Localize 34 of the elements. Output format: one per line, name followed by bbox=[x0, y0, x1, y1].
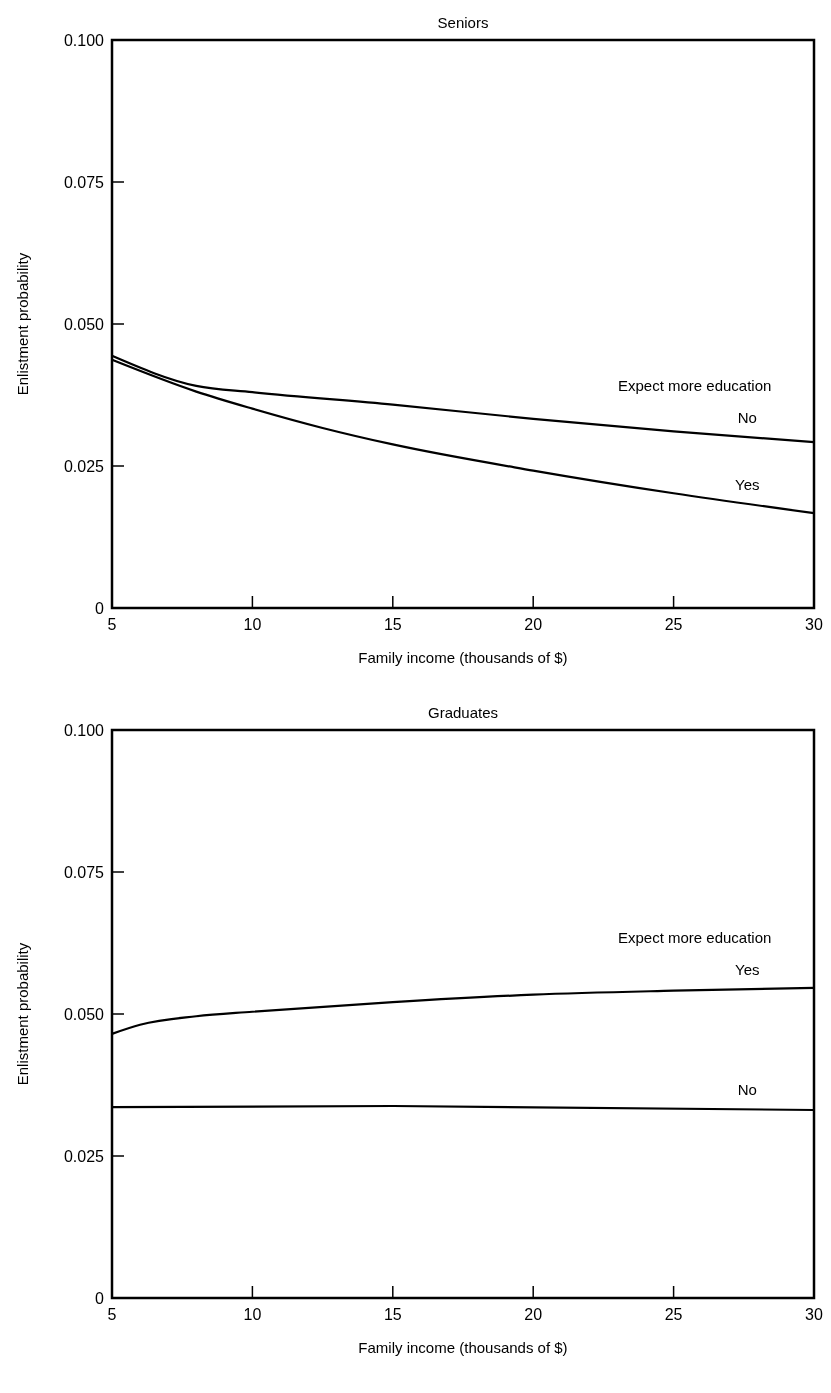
x-tick-label: 5 bbox=[107, 616, 117, 633]
y-tick-label: 0.100 bbox=[63, 721, 105, 739]
chart-title: Graduates bbox=[427, 704, 499, 721]
series-label: No bbox=[737, 409, 757, 427]
series-label: Yes bbox=[735, 961, 760, 979]
x-tick-label: 30 bbox=[805, 1306, 823, 1323]
x-tick-label: 10 bbox=[243, 1306, 262, 1323]
x-tick-label: 30 bbox=[805, 616, 823, 633]
y-tick-label: 0.025 bbox=[63, 1147, 105, 1165]
legend-title: Expect more education bbox=[617, 377, 772, 395]
y-axis-title: Enlistment probability bbox=[14, 942, 31, 1086]
y-tick-label: 0.100 bbox=[63, 31, 105, 49]
x-tick-label: 5 bbox=[107, 1306, 117, 1323]
y-tick-label: 0.075 bbox=[63, 863, 105, 881]
series-label: Yes bbox=[735, 475, 760, 493]
y-tick-label: 0.050 bbox=[63, 1005, 105, 1023]
x-tick-label: 25 bbox=[664, 1306, 683, 1323]
x-tick-label: 25 bbox=[664, 616, 683, 633]
x-tick-label: 20 bbox=[524, 616, 543, 633]
y-tick-label: 0 bbox=[95, 1289, 105, 1307]
x-axis-title: Family income (thousands of $) bbox=[358, 649, 568, 666]
y-axis-title: Enlistment probability bbox=[14, 252, 31, 396]
y-tick-label: 0.050 bbox=[63, 315, 105, 333]
x-tick-label: 15 bbox=[383, 1306, 402, 1323]
chart-title: Seniors bbox=[437, 14, 489, 31]
x-tick-label: 20 bbox=[524, 1306, 543, 1323]
x-axis-title: Family income (thousands of $) bbox=[358, 1339, 568, 1356]
y-tick-label: 0 bbox=[95, 599, 105, 617]
x-tick-label: 15 bbox=[383, 616, 402, 633]
x-tick-label: 10 bbox=[243, 616, 262, 633]
y-tick-label: 0.075 bbox=[63, 173, 105, 191]
legend-title: Expect more education bbox=[617, 929, 772, 947]
series-label: No bbox=[737, 1081, 757, 1099]
y-tick-label: 0.025 bbox=[63, 457, 105, 475]
